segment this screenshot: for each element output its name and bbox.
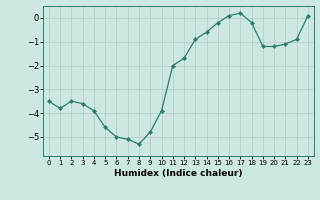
X-axis label: Humidex (Indice chaleur): Humidex (Indice chaleur) (114, 169, 243, 178)
